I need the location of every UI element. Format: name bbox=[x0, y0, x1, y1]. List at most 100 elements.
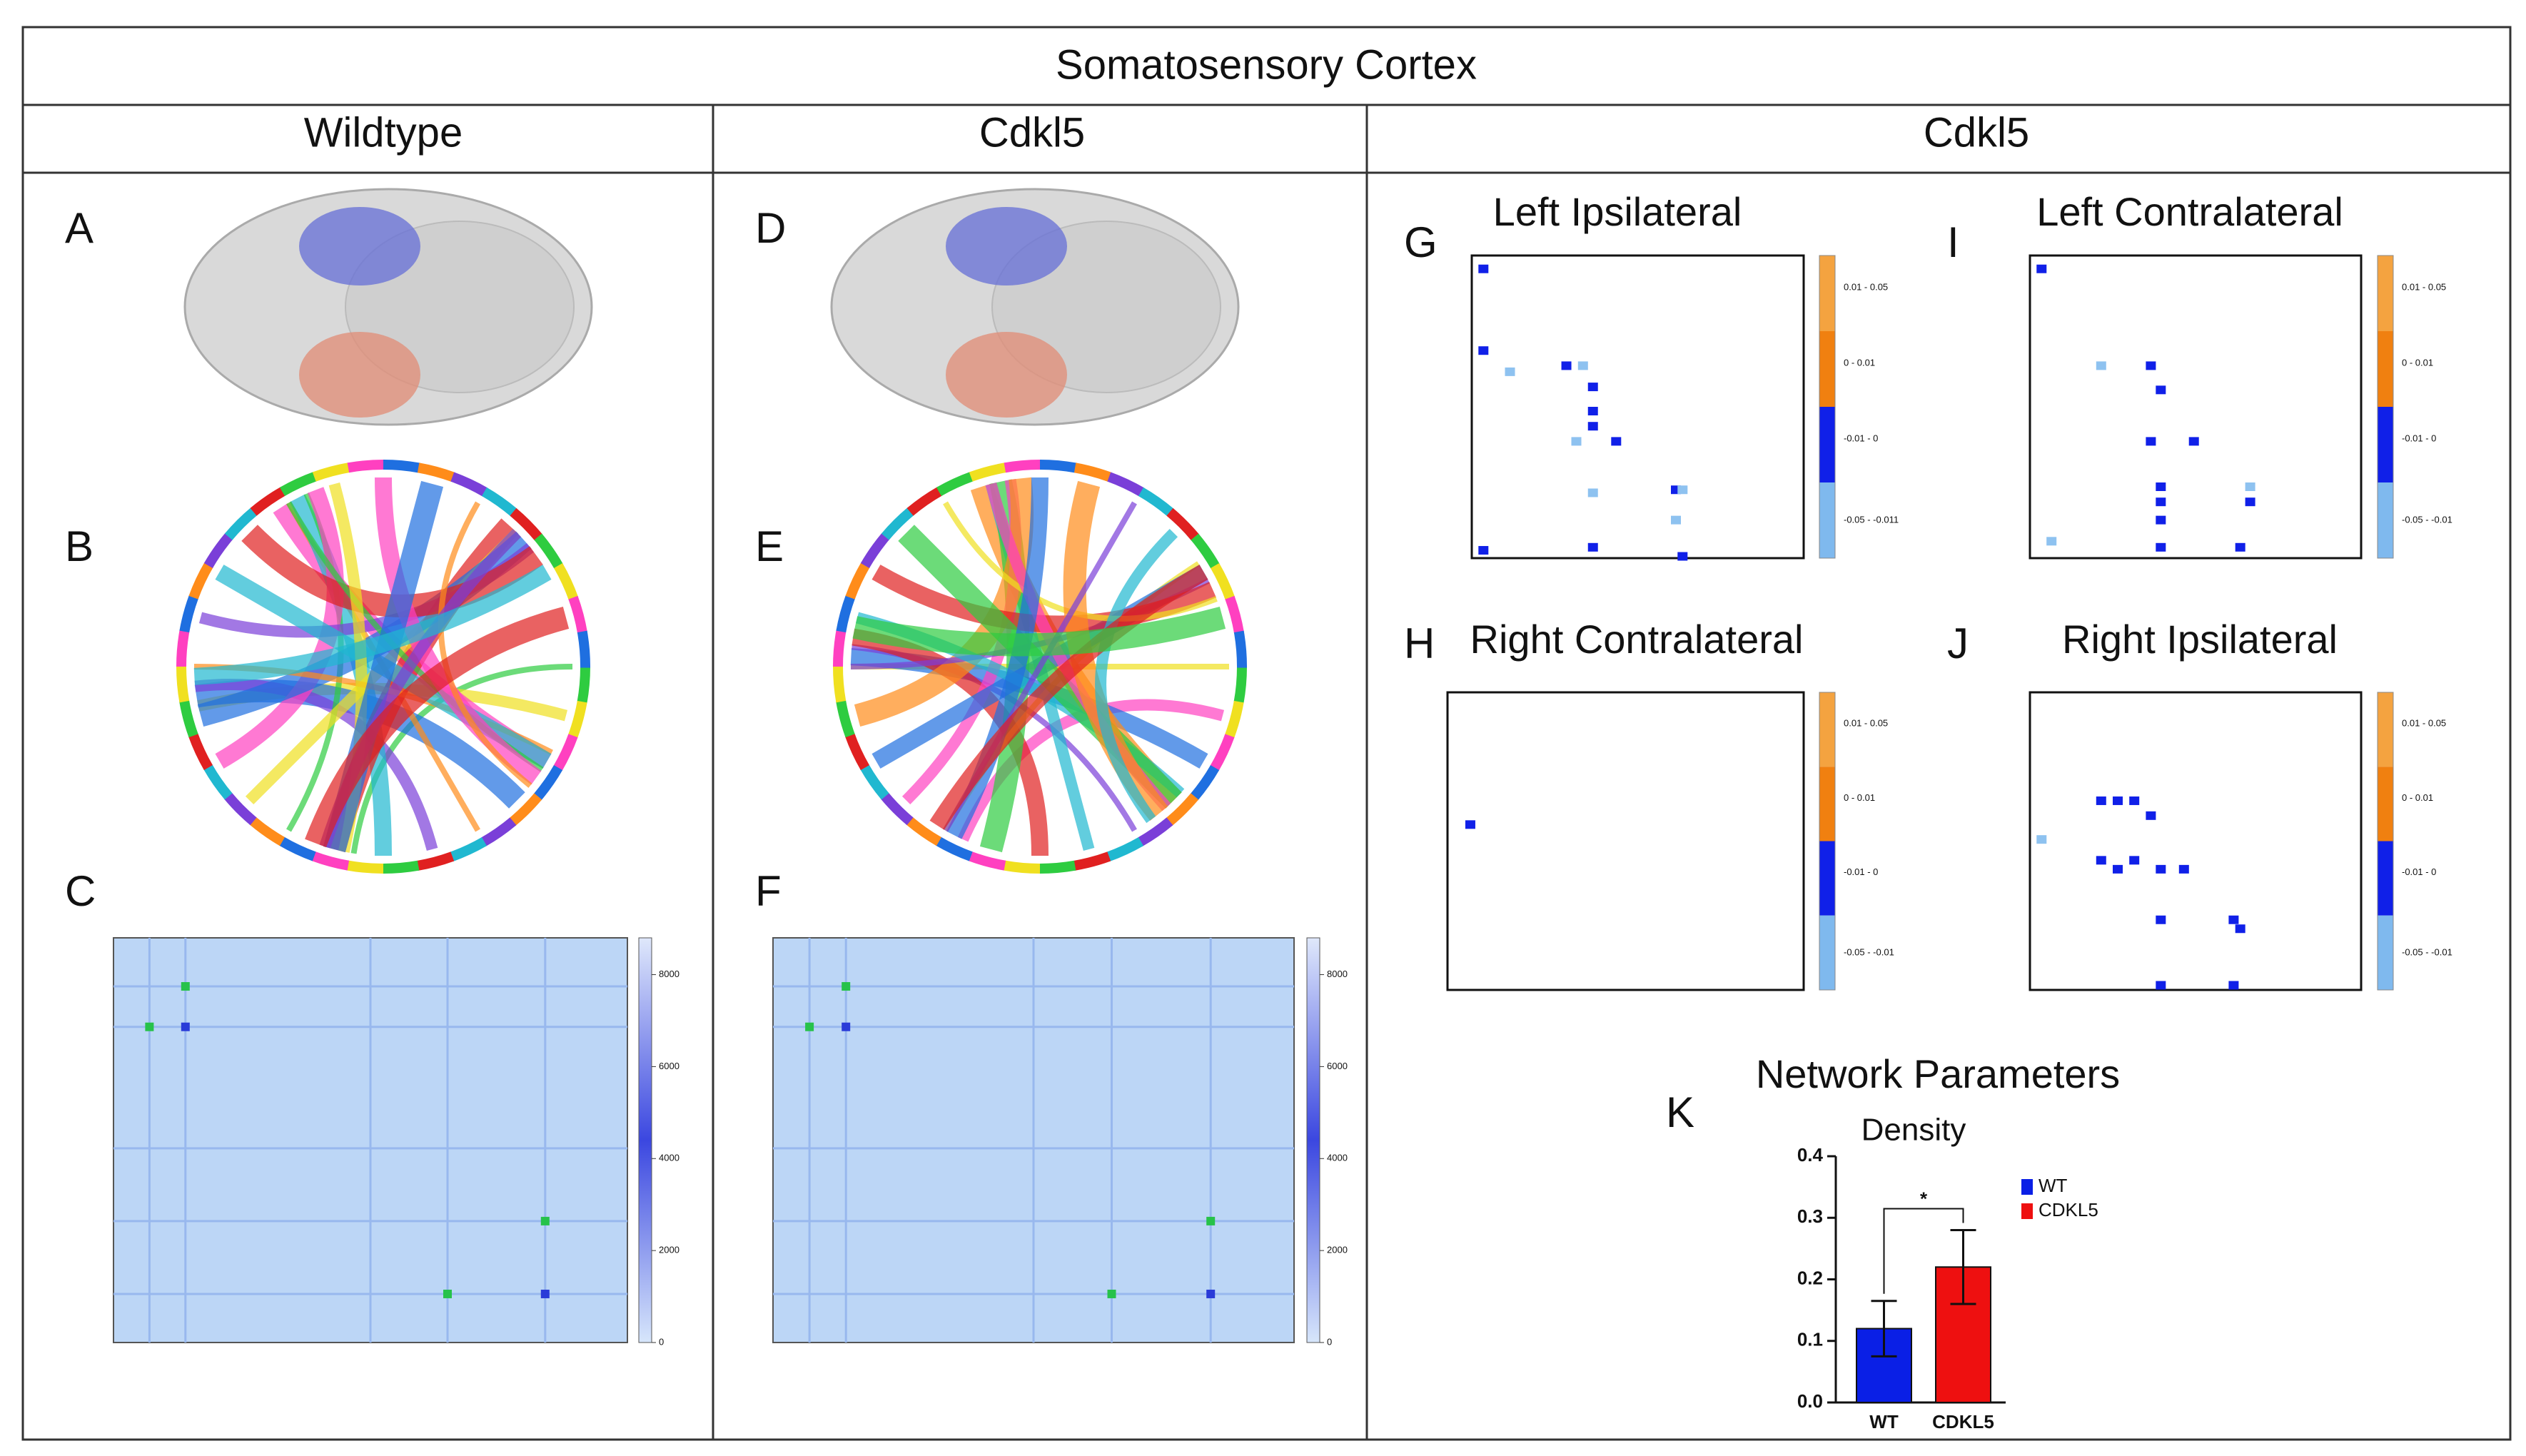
chart-title: Density bbox=[1861, 1113, 1966, 1148]
colorbar-tick-label: 2000 bbox=[1327, 1245, 1348, 1255]
panel-letter: A bbox=[65, 204, 94, 252]
matrix-title: Right Ipsilateral bbox=[2062, 617, 2338, 662]
matrix-cell bbox=[2156, 497, 2166, 507]
heatmap-spot bbox=[1206, 1216, 1216, 1225]
chord bbox=[194, 679, 438, 851]
panel-letter: K bbox=[1666, 1088, 1694, 1136]
cortex-highlight bbox=[946, 332, 1067, 418]
chord-segment bbox=[1004, 460, 1041, 473]
x-tick-label: WT bbox=[1869, 1411, 1899, 1432]
colorbar-label: 0.01 - 0.05 bbox=[1844, 281, 1888, 292]
chord bbox=[1095, 528, 1178, 824]
significance: * bbox=[1920, 1188, 1928, 1209]
legend-label: CDKL5 bbox=[2039, 1199, 2098, 1220]
heatmap-spot bbox=[443, 1289, 452, 1298]
colorbar-label: -0.05 - -0.01 bbox=[1844, 946, 1894, 957]
chord bbox=[943, 501, 1218, 622]
matrix-cell bbox=[2113, 864, 2123, 874]
colorbar bbox=[1306, 937, 1320, 1343]
chord bbox=[438, 501, 532, 788]
chord bbox=[305, 606, 570, 848]
colorbar-label: 0 - 0.01 bbox=[1844, 357, 1875, 368]
colorbar-label: 0 - 0.01 bbox=[2402, 357, 2433, 368]
colorbar-segment bbox=[2378, 767, 2393, 841]
matrix-cell bbox=[1571, 437, 1582, 446]
matrix-cell bbox=[2036, 264, 2047, 273]
matrix-cell bbox=[1478, 346, 1489, 355]
matrix-cell bbox=[1465, 820, 1475, 829]
matrix-title: Left Contralateral bbox=[2036, 189, 2343, 234]
chord-segment bbox=[577, 666, 590, 704]
matrix-cell bbox=[2036, 835, 2047, 844]
colorbar-segment bbox=[1819, 331, 1835, 407]
colorbar-label: 0.01 - 0.05 bbox=[2402, 281, 2446, 292]
colorbar-tick-label: 0 bbox=[659, 1336, 664, 1347]
chord-segment bbox=[383, 460, 420, 473]
colorbar-label: -0.01 - 0 bbox=[2402, 433, 2436, 443]
matrix-cell bbox=[2129, 796, 2140, 805]
column-header: Cdkl5 bbox=[979, 109, 1085, 156]
matrix-cell bbox=[1577, 361, 1588, 370]
colorbar-tick-label: 6000 bbox=[659, 1061, 680, 1071]
matrix-cell bbox=[1587, 422, 1598, 431]
colorbar-label: 0.01 - 0.05 bbox=[1844, 718, 1888, 729]
chord-segment bbox=[176, 665, 190, 703]
chord-segment bbox=[1233, 666, 1247, 704]
heatmap-spot bbox=[181, 1022, 190, 1031]
matrix-cell bbox=[2156, 981, 2166, 990]
chord bbox=[193, 565, 552, 685]
colorbar bbox=[638, 937, 652, 1343]
matrix-cell bbox=[1587, 488, 1598, 497]
heatmap-spot bbox=[540, 1289, 550, 1298]
colorbar-segment bbox=[1819, 841, 1835, 916]
colorbar-segment bbox=[1819, 692, 1835, 767]
panel-letter: I bbox=[1947, 218, 1959, 266]
matrix bbox=[2029, 691, 2363, 991]
matrix-cell bbox=[2146, 437, 2156, 446]
matrix bbox=[1470, 254, 1805, 560]
colorbar-segment bbox=[1819, 915, 1835, 990]
colorbar-segment bbox=[2378, 915, 2393, 990]
panel-letter: E bbox=[755, 522, 784, 570]
panel-letter: G bbox=[1404, 218, 1438, 266]
colorbar-segment bbox=[1819, 256, 1835, 331]
colorbar-tick-label: 4000 bbox=[659, 1153, 680, 1163]
cortex-highlight bbox=[299, 207, 420, 285]
cortex-highlight bbox=[946, 207, 1067, 285]
chord-segment bbox=[347, 460, 385, 473]
heatmap-spot bbox=[145, 1022, 154, 1031]
colorbar-label: -0.01 - 0 bbox=[1844, 433, 1878, 443]
panel-letter: C bbox=[65, 867, 96, 915]
colorbar-segment bbox=[2378, 841, 2393, 916]
matrix-cell bbox=[1677, 552, 1688, 561]
matrix-cell bbox=[2146, 811, 2156, 820]
matrix bbox=[2029, 254, 2363, 560]
matrix-cell bbox=[2156, 864, 2166, 874]
significance-bracket bbox=[1883, 1208, 1964, 1294]
colorbar-label: -0.05 - -0.011 bbox=[1844, 514, 1899, 525]
matrix-cell bbox=[2096, 361, 2106, 370]
matrix-title: Right Contralateral bbox=[1470, 617, 1804, 662]
colorbar-tick-label: 6000 bbox=[1327, 1061, 1348, 1071]
colorbar-label: -0.05 - -0.01 bbox=[2402, 946, 2452, 957]
cortex-highlight bbox=[299, 332, 420, 418]
matrix-cell bbox=[2113, 796, 2123, 805]
colorbar-label: -0.01 - 0 bbox=[2402, 866, 2436, 877]
panel-letter: F bbox=[755, 867, 782, 915]
colorbar-tick-label: 8000 bbox=[659, 969, 680, 979]
matrix-cell bbox=[1478, 264, 1489, 273]
chord-segment bbox=[832, 665, 847, 703]
matrix-cell bbox=[2235, 924, 2245, 934]
matrix-cell bbox=[2178, 864, 2189, 874]
column-header: Cdkl5 bbox=[1924, 109, 2029, 156]
matrix-cell bbox=[2046, 537, 2057, 546]
matrix-cell bbox=[2156, 915, 2166, 924]
heatmap-spot bbox=[540, 1216, 550, 1225]
panel-letter: B bbox=[65, 522, 94, 570]
colorbar-label: 0 - 0.01 bbox=[1844, 792, 1875, 803]
panel-letter: J bbox=[1947, 620, 1969, 667]
y-tick-label: 0.3 bbox=[1797, 1205, 1823, 1227]
y-tick-label: 0.4 bbox=[1797, 1144, 1824, 1166]
colorbar-frame bbox=[2377, 255, 2394, 559]
